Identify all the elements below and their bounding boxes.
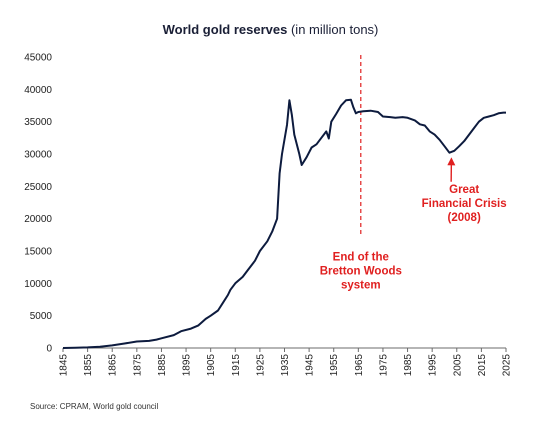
bretton-woods-annotation-line: End of the: [333, 252, 389, 264]
source-note: Source: CPRAM, World gold council: [30, 402, 159, 411]
x-tick-label: 1905: [206, 354, 217, 377]
x-tick-label: 1935: [280, 354, 291, 377]
x-tick-label: 1965: [354, 354, 365, 377]
y-tick-label: 30000: [24, 150, 52, 161]
annotation-layer: End of the Bretton Woods system Great Financ…: [320, 157, 507, 292]
series-line-gold-reserves: [62, 98, 506, 349]
financial-crisis-annotation-line: (2008): [448, 212, 481, 224]
x-tick-label: 1895: [182, 354, 193, 377]
gold-reserves-chart: 0 5000 10000 15000 20000 25000 30000 35000 40000…: [24, 53, 513, 377]
x-tick-label: 1915: [231, 354, 242, 377]
x-tick-label: 1865: [108, 354, 119, 377]
y-tick-label: 35000: [24, 117, 52, 128]
x-tick-label: 1955: [329, 354, 340, 377]
x-tick-label: 1855: [83, 354, 94, 377]
financial-crisis-annotation-line: Great: [449, 184, 479, 196]
y-tick-label: 45000: [24, 53, 52, 64]
y-tick-label: 5000: [30, 311, 53, 322]
y-tick-label: 40000: [24, 85, 52, 96]
bretton-woods-annotation-line: system: [341, 280, 381, 292]
bretton-woods-annotation-line: Bretton Woods: [320, 266, 402, 278]
x-tick-label: 1995: [428, 354, 439, 377]
y-tick-label: 0: [46, 344, 52, 355]
x-tick-label: 1975: [378, 354, 389, 377]
x-tick-label: 1925: [255, 354, 266, 377]
y-tick-label: 15000: [24, 247, 52, 258]
y-axis: 0 5000 10000 15000 20000 25000 30000 35000 40000…: [24, 53, 52, 355]
x-tick-label: 2025: [502, 354, 513, 377]
chart-title-main: World gold reserves: [162, 22, 288, 37]
chart-title-unit: (in million tons): [287, 22, 379, 37]
x-tick-label: 1875: [132, 354, 143, 377]
x-tick-label: 1885: [157, 354, 168, 377]
x-tick-label: 1985: [403, 354, 414, 377]
y-tick-label: 25000: [24, 182, 52, 193]
y-tick-label: 20000: [24, 214, 52, 225]
x-axis: 1845 1855 1865 1875 1885 1895 1905 1915 1925 1935…: [59, 347, 513, 377]
y-tick-label: 10000: [24, 279, 52, 290]
x-tick-label: 2015: [477, 354, 488, 377]
x-tick-label: 1945: [305, 354, 316, 377]
chart-title: World gold reserves (in million tons): [0, 22, 541, 37]
series-layer: [62, 98, 506, 349]
x-tick-label: 1845: [59, 354, 70, 377]
x-tick-label: 2005: [452, 354, 463, 377]
financial-crisis-annotation-line: Financial Crisis: [422, 198, 507, 210]
